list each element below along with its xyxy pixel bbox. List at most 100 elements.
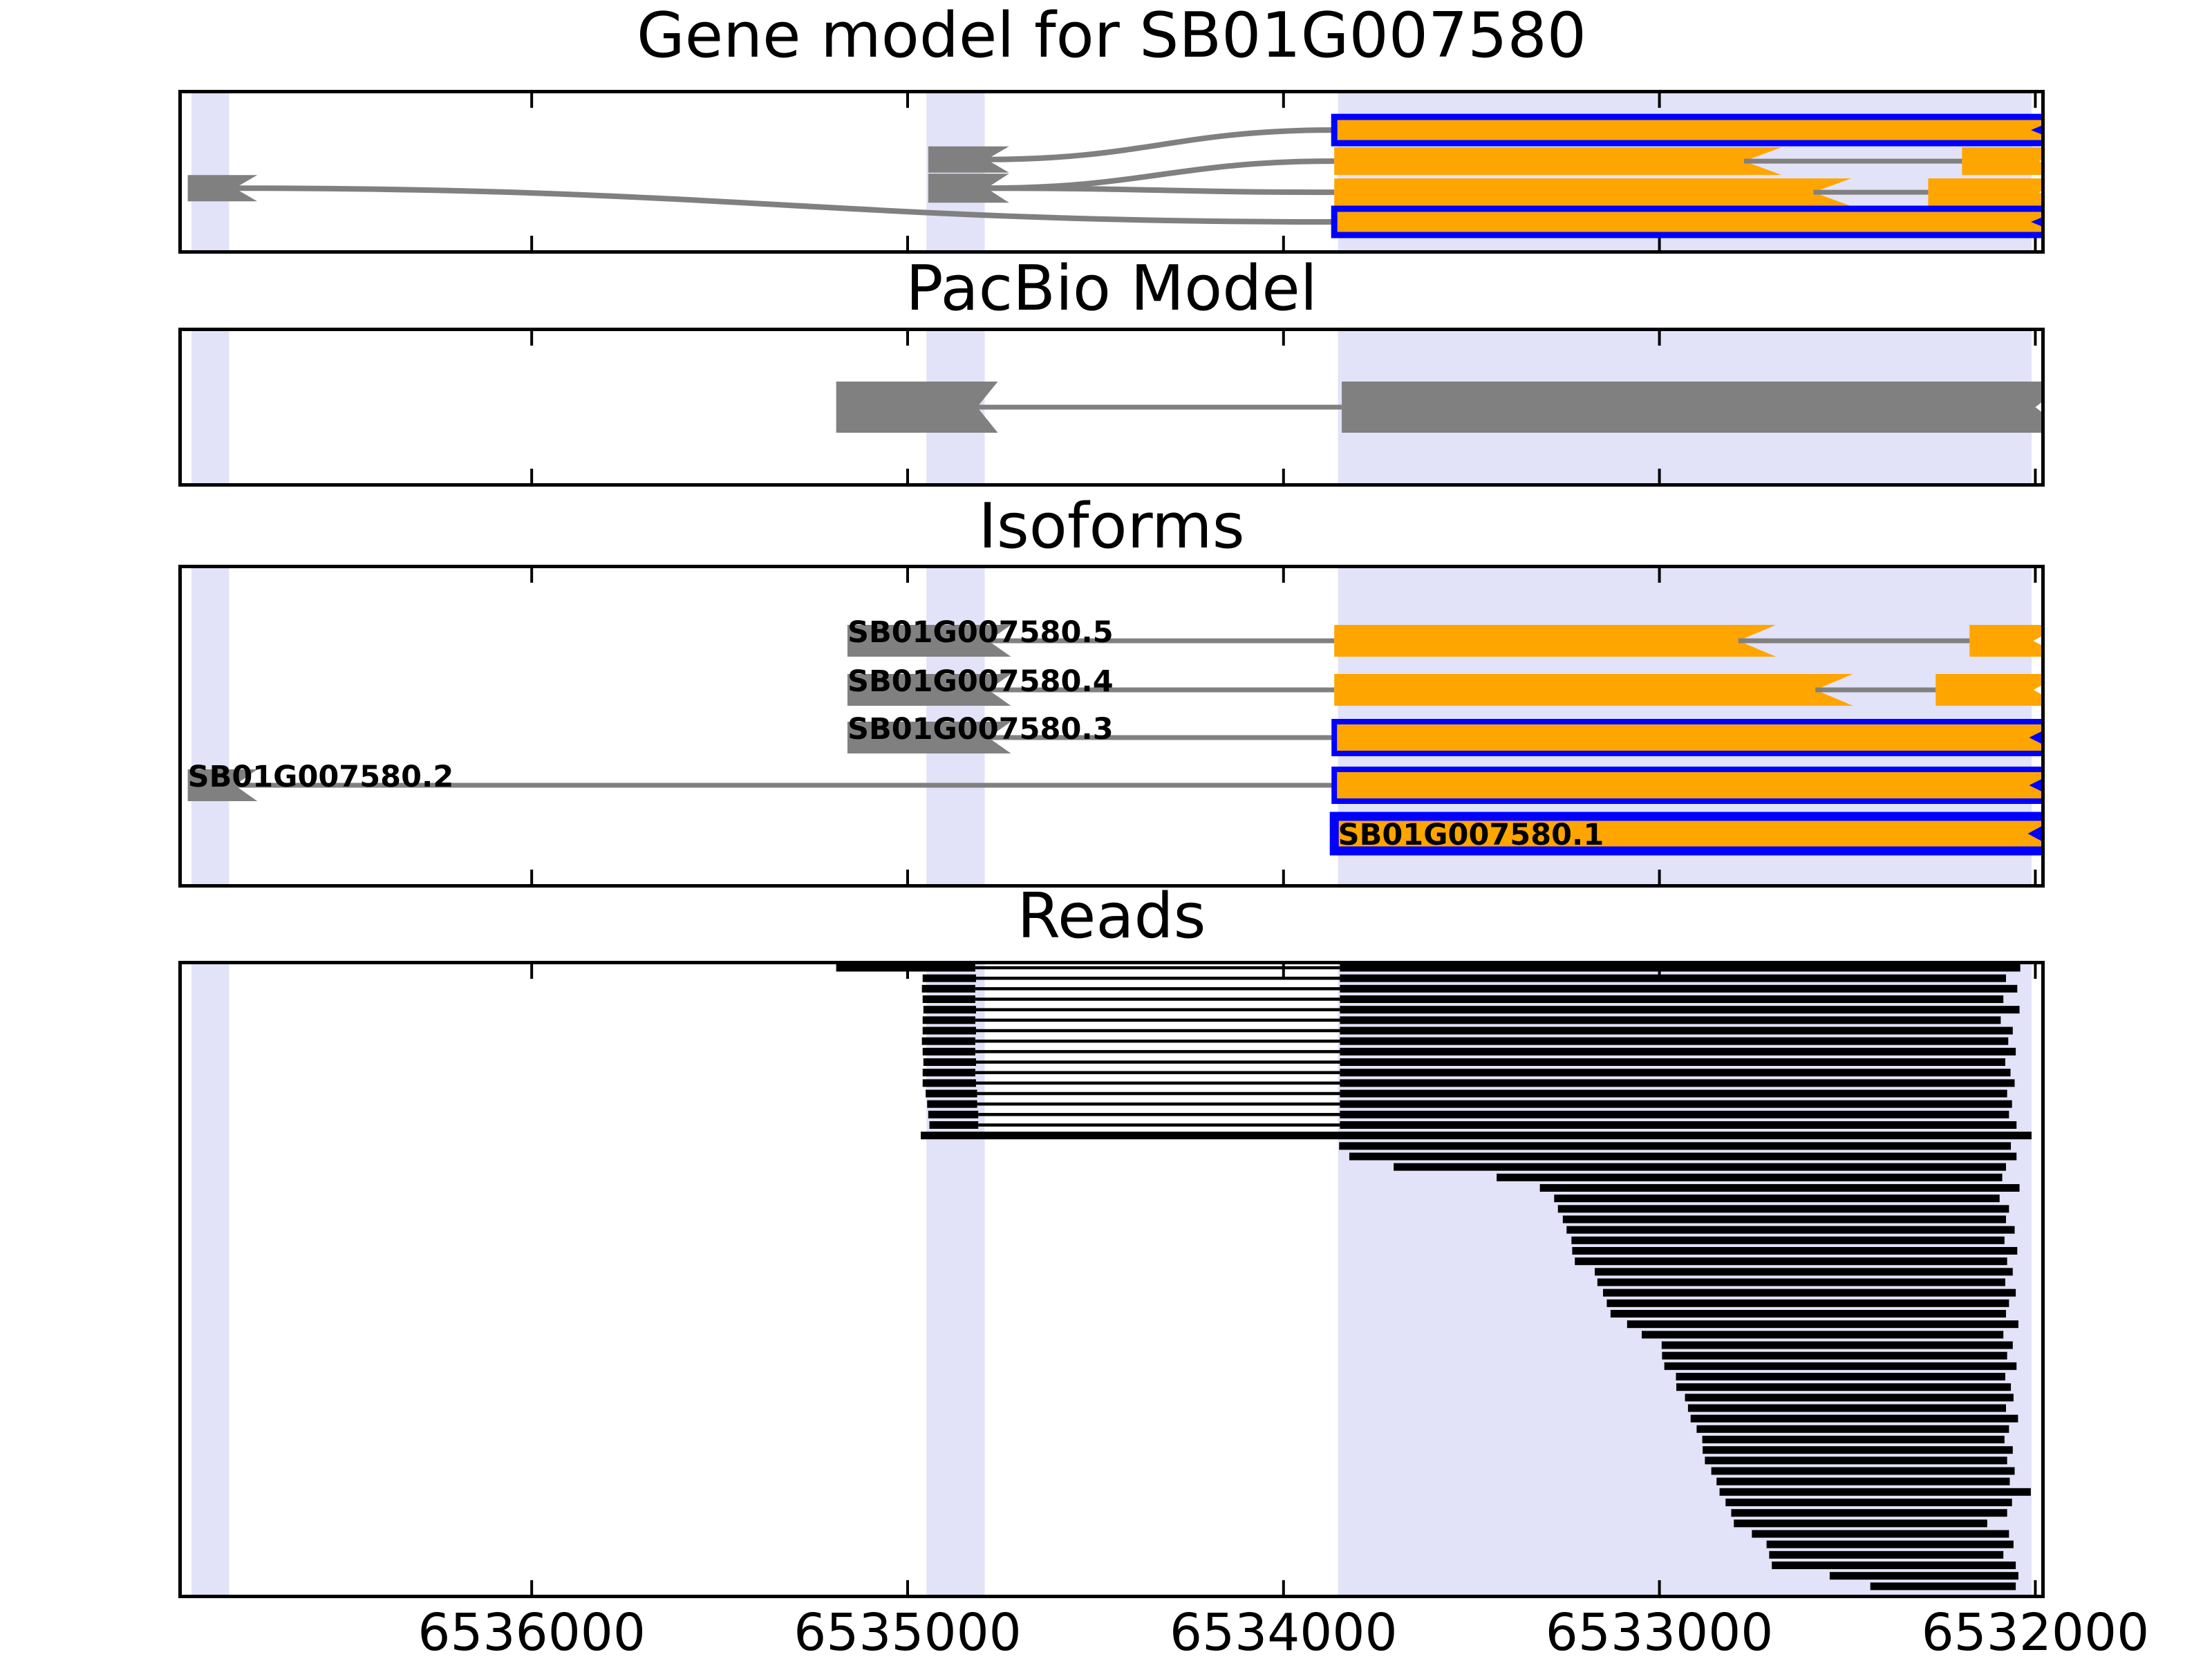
splice-connector-curve xyxy=(986,158,1335,191)
isoform-label: SB01G007580.5 xyxy=(847,615,1114,650)
read-exon-bar xyxy=(1340,1016,2001,1024)
read-exon-bar xyxy=(1606,1299,2009,1307)
read-exon-bar xyxy=(1664,1362,2017,1370)
read-intron-line xyxy=(975,1071,1340,1074)
read-intron-line xyxy=(975,1060,1340,1064)
isoforms-title: Isoforms xyxy=(978,490,1245,563)
read-exon-bar xyxy=(1752,1530,2009,1538)
isoform-label: SB01G007580.4 xyxy=(847,664,1114,699)
read-exon-bar xyxy=(922,1069,975,1077)
gray-exon-arrow xyxy=(928,174,1009,203)
read-exon-bar xyxy=(1676,1383,2012,1391)
blue-outlined-orange-arrow xyxy=(1331,205,2045,238)
gray-exon-arrow xyxy=(928,146,1009,173)
highlight-band xyxy=(191,328,229,487)
read-intron-line xyxy=(975,997,1340,1001)
read-exon-bar xyxy=(922,1047,975,1056)
orange-exon-arrow xyxy=(1928,178,2045,207)
read-exon-bar xyxy=(1539,1184,2020,1192)
read-exon-bar xyxy=(836,964,975,972)
gray-exon-arrow xyxy=(847,624,1011,657)
blue-outlined-orange-arrow xyxy=(1329,812,2045,856)
reads-panel xyxy=(178,961,2045,1598)
splice-connector-curve xyxy=(234,185,1335,225)
read-exon-bar xyxy=(1627,1320,2018,1329)
read-exon-bar xyxy=(1340,995,2004,1003)
read-exon-bar xyxy=(926,1089,977,1098)
highlight-band xyxy=(191,90,229,254)
orange-exon-arrow xyxy=(1334,674,1853,706)
blue-outlined-orange-arrow xyxy=(1331,718,2045,756)
isoform-label: SB01G007580.2 xyxy=(188,760,454,794)
read-intron-line xyxy=(977,1091,1340,1096)
isoform-label: SB01G007580.1 xyxy=(1338,818,1604,852)
isoforms-panel: SB01G007580.5 SB01G007580.4 SB01G007580.3 S… xyxy=(178,565,2045,888)
read-intron-line xyxy=(975,966,1340,970)
read-exon-bar xyxy=(1340,1006,2020,1014)
read-exon-bar xyxy=(1725,1499,2012,1506)
gray-exon-arrow xyxy=(187,769,258,801)
pacbio-panel xyxy=(178,328,2045,487)
read-exon-bar xyxy=(1566,1226,2015,1234)
read-exon-bar xyxy=(1711,1467,2015,1475)
read-exon-bar xyxy=(1676,1373,2005,1380)
read-exon-bar xyxy=(927,1100,977,1108)
read-exon-bar xyxy=(1340,1089,2007,1098)
read-exon-bar xyxy=(1662,1351,2007,1360)
read-exon-bar xyxy=(1642,1331,2004,1339)
x-axis-tick-label: 6533000 xyxy=(1545,1603,1774,1659)
read-exon-bar xyxy=(1349,1152,2017,1161)
x-axis-tick-label: 6536000 xyxy=(418,1603,646,1659)
read-exon-bar xyxy=(1340,1069,2011,1077)
read-exon-bar xyxy=(921,1037,975,1045)
orange-exon-arrow xyxy=(1962,147,2045,176)
read-exon-bar xyxy=(1340,1037,2009,1045)
read-exon-bar xyxy=(1734,1519,1987,1528)
read-exon-bar xyxy=(1703,1446,2013,1454)
blue-outlined-orange-arrow xyxy=(1331,766,2045,804)
gray-exon-arrow xyxy=(836,382,998,433)
read-intron-line xyxy=(975,1039,1340,1043)
highlight-band xyxy=(191,565,229,888)
read-exon-bar xyxy=(922,995,975,1003)
gray-exon-arrow xyxy=(1342,382,2045,433)
read-exon-bar xyxy=(1687,1404,2006,1412)
read-intron-line xyxy=(975,1008,1340,1011)
read-exon-bar xyxy=(1603,1288,2016,1297)
read-exon-bar xyxy=(1705,1456,2007,1465)
read-intron-line xyxy=(977,1102,1340,1106)
orange-exon-arrow xyxy=(1969,624,2045,657)
gene-model-title: Gene model for SB01G007580 xyxy=(636,0,1587,72)
read-exon-bar xyxy=(1719,1488,2031,1496)
panel-border xyxy=(178,328,2045,487)
reads-title: Reads xyxy=(1017,880,1206,953)
read-exon-bar xyxy=(1562,1215,2006,1224)
read-exon-bar xyxy=(921,1132,2032,1140)
read-exon-bar xyxy=(1870,1582,2016,1591)
read-intron-line xyxy=(978,1123,1340,1127)
read-exon-bar xyxy=(1340,1058,2005,1066)
read-exon-bar xyxy=(1340,974,2006,982)
read-exon-bar xyxy=(922,974,976,982)
highlight-band xyxy=(926,961,985,1598)
gray-exon-arrow xyxy=(847,674,1011,706)
highlight-band xyxy=(191,961,229,1598)
x-axis-tick-label: 6534000 xyxy=(1169,1603,1398,1659)
read-exon-bar xyxy=(921,984,975,993)
read-exon-bar xyxy=(1716,1477,2010,1485)
read-exon-bar xyxy=(1571,1236,2005,1244)
read-exon-bar xyxy=(1340,1027,2013,1035)
read-intron-line xyxy=(978,1113,1340,1116)
gene-model-panel xyxy=(178,90,2045,254)
panel-border xyxy=(178,565,2045,888)
read-exon-bar xyxy=(1340,1121,2017,1129)
read-exon-bar xyxy=(922,1016,975,1024)
orange-exon-arrow xyxy=(1334,178,1851,207)
read-exon-bar xyxy=(1340,1047,2016,1056)
read-exon-bar xyxy=(1572,1247,2018,1255)
read-exon-bar xyxy=(1340,984,2018,993)
read-exon-bar xyxy=(1557,1205,2009,1213)
read-exon-bar xyxy=(1595,1268,2013,1276)
pacbio-title: PacBio Model xyxy=(906,252,1318,325)
